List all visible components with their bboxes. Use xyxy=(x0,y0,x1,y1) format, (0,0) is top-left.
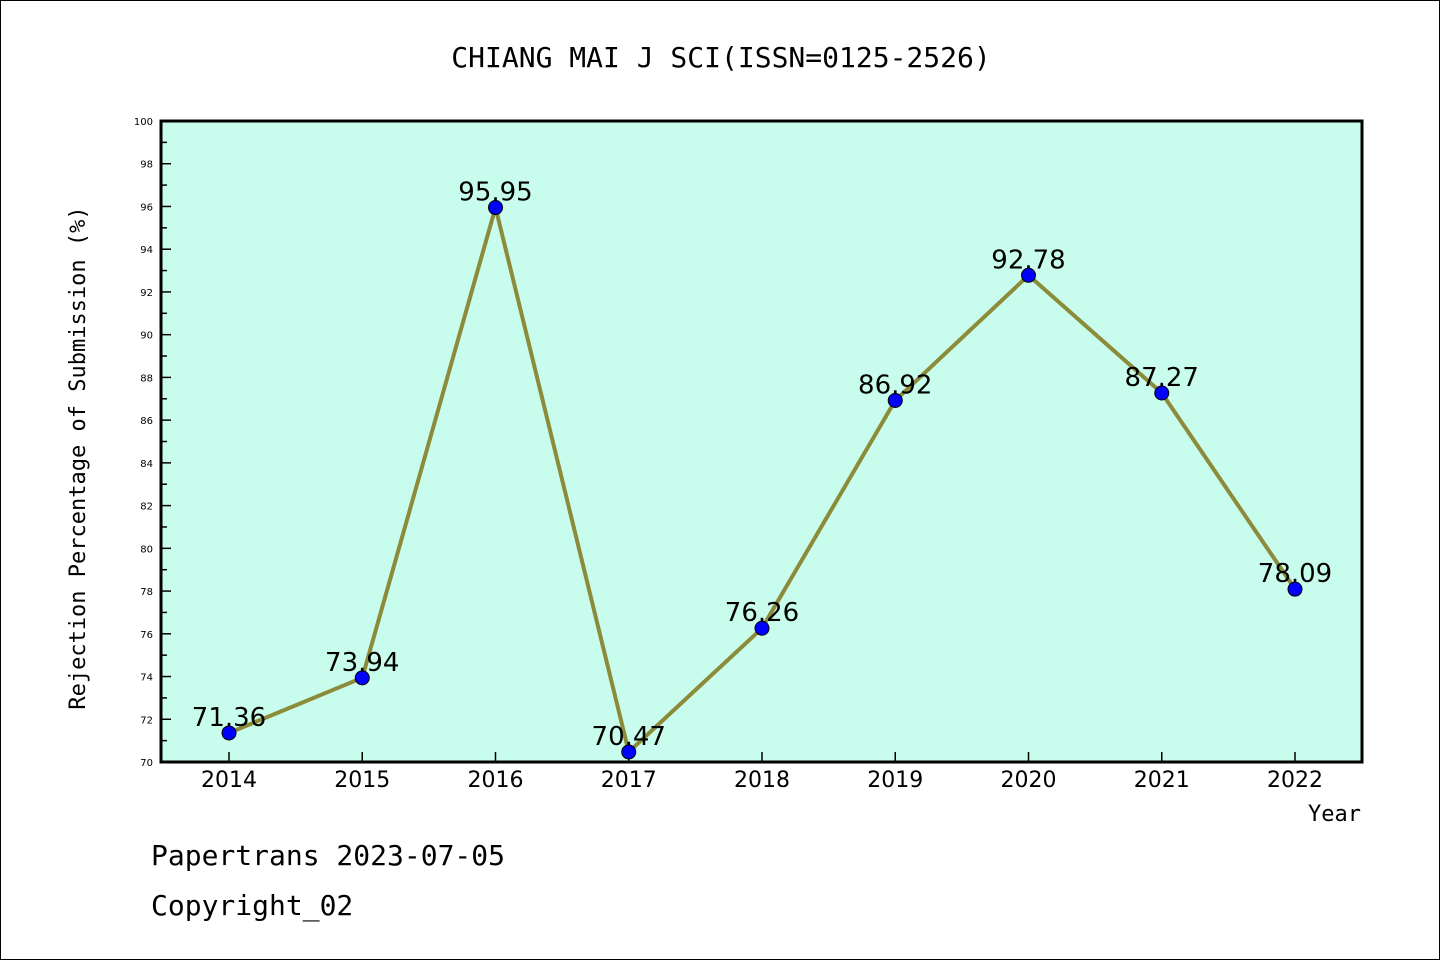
data-point xyxy=(754,620,770,636)
data-label: 70.47 xyxy=(592,722,666,752)
data-label: 73.94 xyxy=(325,648,399,678)
y-axis-ticks: 70 72 74 76 78 80 82 84 86 88 90 92 94 96 98 100 xyxy=(134,117,171,769)
y-tick-label: 76 xyxy=(140,630,153,641)
y-tick-label: 92 xyxy=(140,288,153,299)
y-tick-label: 84 xyxy=(140,459,153,470)
y-tick-label: 82 xyxy=(140,502,153,513)
data-point xyxy=(1287,581,1303,597)
data-label: 92.78 xyxy=(991,245,1065,275)
data-markers xyxy=(221,200,1303,760)
x-tick-label: 2020 xyxy=(1001,768,1057,793)
y-axis-label: Rejection Percentage of Submission (%) xyxy=(66,206,91,709)
data-label: 86.92 xyxy=(858,370,932,400)
y-tick-label: 88 xyxy=(140,373,153,384)
data-label: 76.26 xyxy=(725,598,799,628)
x-tick-label: 2017 xyxy=(601,768,657,793)
data-point xyxy=(621,744,637,760)
plot-area xyxy=(159,119,1364,764)
y-tick-label: 90 xyxy=(140,331,153,342)
y-tick-label: 80 xyxy=(140,544,153,555)
x-tick-label: 2019 xyxy=(867,768,923,793)
y-tick-label: 100 xyxy=(134,117,153,128)
data-label: 78.09 xyxy=(1258,559,1332,589)
data-label: 95.95 xyxy=(458,178,532,208)
data-point xyxy=(1021,267,1036,283)
x-axis-ticks: 2014 2015 2016 2017 2018 2019 2020 2021 2022 xyxy=(201,752,1323,793)
chart-title: CHIANG MAI J SCI(ISSN=0125-2526) xyxy=(451,41,990,74)
y-tick-label: 72 xyxy=(140,715,153,726)
x-tick-label: 2016 xyxy=(468,768,524,793)
y-tick-label: 86 xyxy=(140,416,153,427)
x-axis-label: Year xyxy=(1308,802,1361,827)
x-tick-label: 2021 xyxy=(1134,768,1190,793)
data-point xyxy=(488,200,503,216)
y-tick-label: 78 xyxy=(140,587,153,598)
y-tick-label: 94 xyxy=(140,245,153,256)
data-point xyxy=(887,392,903,408)
footer-copyright: Copyright_02 xyxy=(151,889,353,923)
data-label: 71.36 xyxy=(192,703,266,733)
y-tick-label: 98 xyxy=(140,160,153,171)
data-point xyxy=(354,670,370,686)
data-label: 87.27 xyxy=(1125,363,1199,393)
data-point xyxy=(221,725,237,741)
data-point xyxy=(1154,385,1170,401)
x-tick-label: 2014 xyxy=(201,768,257,793)
y-tick-label: 70 xyxy=(140,758,153,769)
y-tick-label: 74 xyxy=(140,673,153,684)
footer-date: Papertrans 2023-07-05 xyxy=(151,839,505,872)
data-labels: 71.36 73.94 95.95 70.47 76.26 86.92 92.78 87.27… xyxy=(192,178,1332,752)
x-tick-label: 2018 xyxy=(734,768,790,793)
y-tick-label: 96 xyxy=(140,202,153,213)
x-tick-label: 2022 xyxy=(1267,768,1323,793)
x-tick-label: 2015 xyxy=(334,768,390,793)
